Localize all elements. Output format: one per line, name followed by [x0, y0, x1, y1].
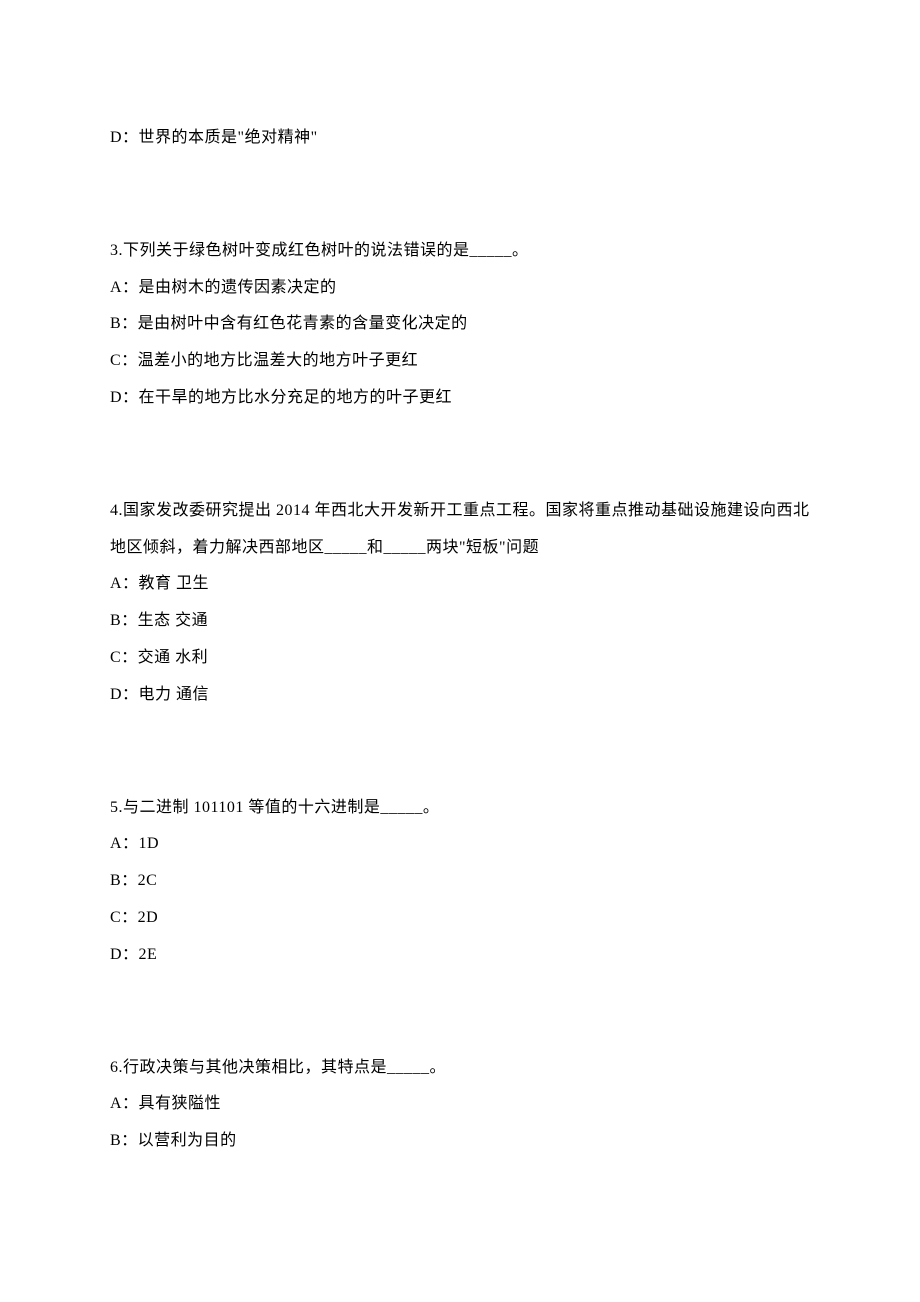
option-text: B：是由树叶中含有红色花青素的含量变化决定的	[110, 306, 810, 343]
question-stem: 4.国家发改委研究提出 2014 年西北大开发新开工重点工程。国家将重点推动基础…	[110, 493, 810, 567]
question-stem: 5.与二进制 101101 等值的十六进制是_____。	[110, 790, 810, 827]
option-text: B：2C	[110, 863, 810, 900]
option-text: A：1D	[110, 826, 810, 863]
question-stem: 6.行政决策与其他决策相比，其特点是_____。	[110, 1050, 810, 1087]
option-text: A：具有狭隘性	[110, 1086, 810, 1123]
question-stem: 3.下列关于绿色树叶变成红色树叶的说法错误的是_____。	[110, 233, 810, 270]
option-text: D：在干旱的地方比水分充足的地方的叶子更红	[110, 380, 810, 417]
option-text: D：电力 通信	[110, 677, 810, 714]
option-text: C：温差小的地方比温差大的地方叶子更红	[110, 343, 810, 380]
option-text: B：生态 交通	[110, 603, 810, 640]
option-text: A：是由树木的遗传因素决定的	[110, 270, 810, 307]
spacer	[110, 417, 810, 493]
option-text: C：2D	[110, 900, 810, 937]
option-text: D：2E	[110, 937, 810, 974]
option-text: C：交通 水利	[110, 640, 810, 677]
option-text: D：世界的本质是"绝对精神"	[110, 120, 810, 157]
option-text: B：以营利为目的	[110, 1123, 810, 1160]
spacer	[110, 157, 810, 233]
option-text: A：教育 卫生	[110, 566, 810, 603]
spacer	[110, 714, 810, 790]
spacer	[110, 974, 810, 1050]
